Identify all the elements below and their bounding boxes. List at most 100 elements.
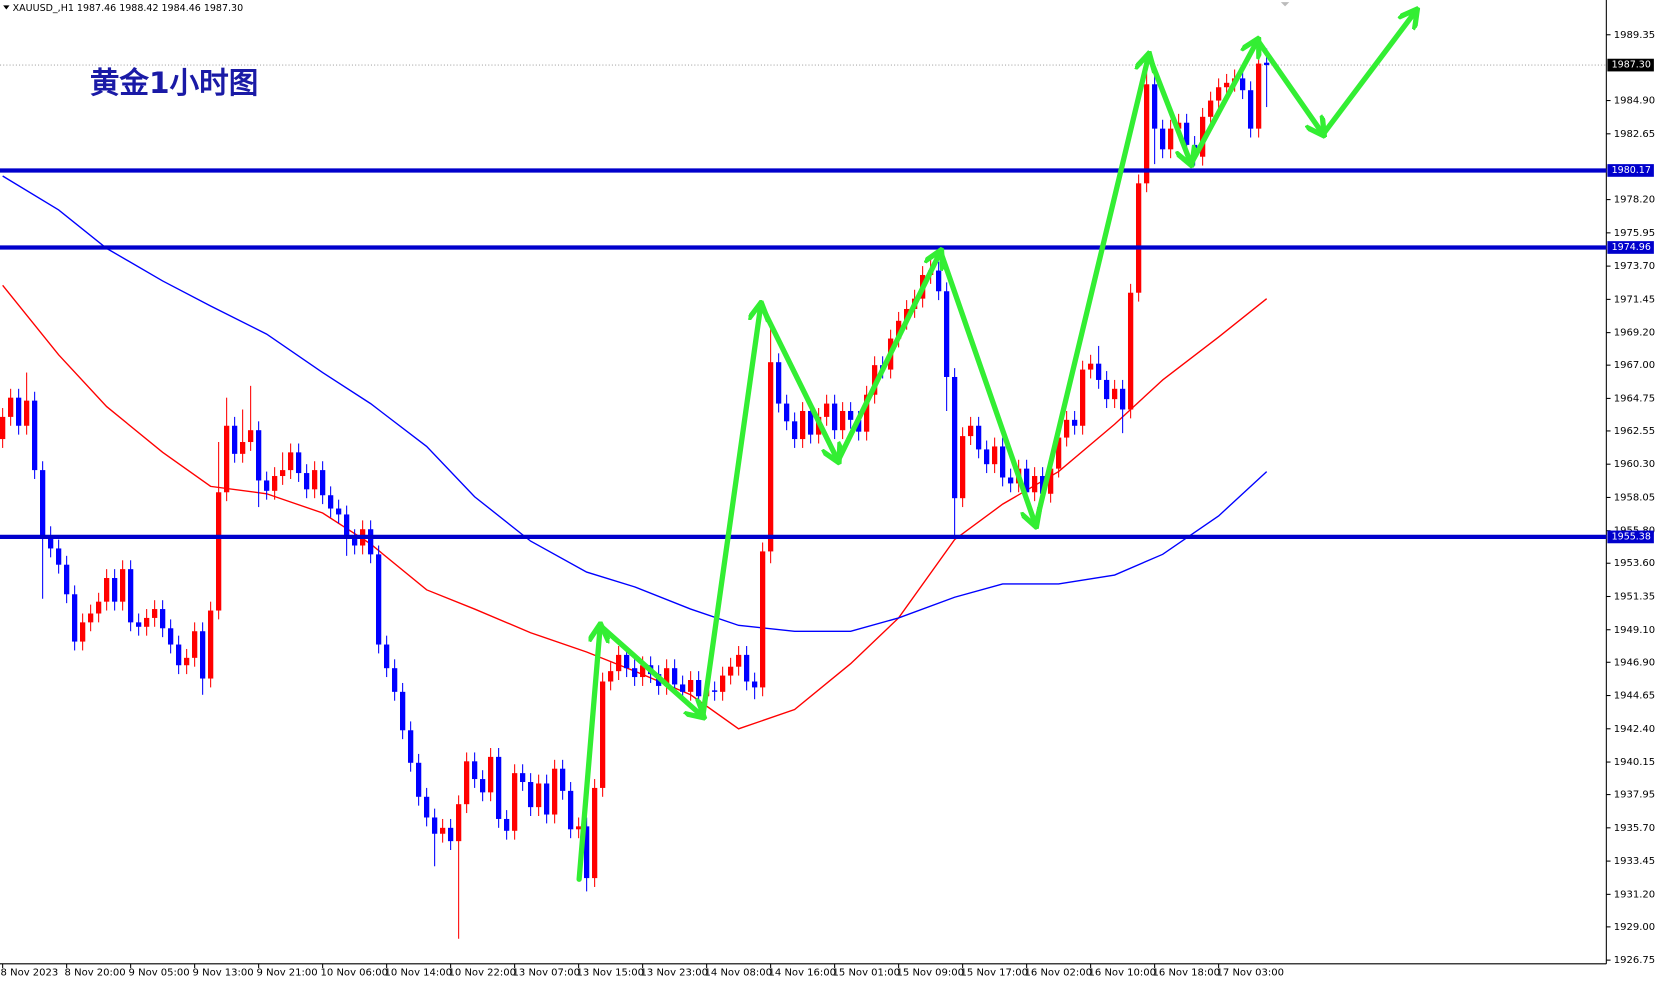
- x-tick-label: 10 Nov 06:00: [321, 967, 389, 978]
- candle-body: [71, 594, 78, 642]
- y-tick-label: 1929.00: [1614, 922, 1655, 933]
- candle-body: [1127, 292, 1134, 410]
- candle-body: [567, 790, 574, 830]
- candle-body: [0, 416, 6, 440]
- candle-body: [391, 668, 398, 692]
- candle-body: [855, 419, 862, 432]
- candle-body: [1143, 84, 1150, 184]
- candle-body: [839, 410, 846, 431]
- candle-body: [807, 410, 814, 435]
- candle-body: [207, 610, 214, 679]
- candle-body: [967, 425, 974, 437]
- candle-body: [7, 397, 14, 417]
- candle-body: [399, 691, 406, 731]
- y-tick-label: 1944.65: [1614, 691, 1655, 702]
- candle-body: [527, 782, 534, 808]
- x-tick-label: 16 Nov 10:00: [1089, 967, 1157, 978]
- candle-body: [783, 403, 790, 422]
- candle-body: [983, 449, 990, 465]
- y-tick-label: 1978.20: [1614, 195, 1655, 206]
- x-tick-label: 8 Nov 2023: [1, 967, 59, 978]
- candle-body: [719, 675, 726, 692]
- candle-body: [423, 796, 430, 818]
- x-tick-label: 15 Nov 01:00: [833, 967, 901, 978]
- candle-body: [1103, 379, 1110, 400]
- candle-body: [55, 548, 62, 565]
- candle-body: [711, 690, 718, 692]
- candle-body: [959, 436, 966, 499]
- candle-body: [487, 756, 494, 793]
- arrow: [835, 252, 941, 464]
- candle-body: [607, 671, 614, 682]
- candle-body: [559, 768, 566, 791]
- candle-body: [735, 654, 742, 667]
- candle-body: [239, 442, 246, 454]
- symbol-icon: [3, 5, 10, 10]
- candle-body: [231, 425, 238, 454]
- candle-body: [271, 476, 278, 491]
- x-tick-label: 17 Nov 03:00: [1217, 967, 1285, 978]
- candle-body: [15, 397, 22, 426]
- chart-title: 黄金1小时图: [90, 66, 258, 100]
- candle-body: [439, 827, 446, 834]
- candle-body: [311, 470, 318, 490]
- last-price-label: 1987.30: [1612, 60, 1651, 71]
- y-tick-label: 1958.05: [1614, 492, 1655, 503]
- arrow: [1188, 40, 1258, 167]
- candle-body: [671, 668, 678, 685]
- candle-body: [287, 452, 294, 471]
- candle-body: [1215, 87, 1222, 101]
- level-label: 1955.38: [1612, 531, 1651, 542]
- candle-body: [831, 403, 838, 431]
- x-tick-label: 15 Nov 09:00: [897, 967, 965, 978]
- y-tick-label: 1935.70: [1614, 823, 1655, 834]
- candle-body: [975, 425, 982, 450]
- y-tick-label: 1967.00: [1614, 360, 1655, 371]
- arrow: [937, 248, 1036, 526]
- candle-body: [1079, 369, 1086, 426]
- candle-body: [951, 376, 958, 499]
- candle-body: [199, 631, 206, 679]
- candle-body: [455, 804, 462, 842]
- y-tick-label: 1973.70: [1614, 261, 1655, 272]
- candle-body: [159, 609, 166, 629]
- candle-body: [943, 291, 950, 377]
- candle-body: [751, 681, 758, 688]
- trend-arrows: [576, 11, 1416, 882]
- candle-body: [383, 644, 390, 669]
- x-tick-label: 14 Nov 16:00: [769, 967, 837, 978]
- candle-body: [223, 425, 230, 493]
- candle-body: [663, 668, 670, 686]
- candle-body: [1095, 363, 1102, 380]
- candle-body: [639, 665, 646, 678]
- candle-body: [687, 680, 694, 692]
- arrow: [700, 304, 761, 720]
- candle-body: [1159, 128, 1166, 150]
- candle-body: [279, 470, 286, 477]
- candle-body: [775, 362, 782, 404]
- x-tick-label: 16 Nov 02:00: [1025, 967, 1093, 978]
- y-tick-label: 1960.30: [1614, 459, 1655, 470]
- candle-body: [1151, 84, 1158, 129]
- arrow: [1320, 11, 1416, 137]
- candle-body: [823, 403, 830, 417]
- candle-body: [263, 480, 270, 491]
- level-label: 1980.17: [1612, 165, 1651, 176]
- x-tick-label: 14 Nov 08:00: [705, 967, 773, 978]
- candle-body: [327, 495, 334, 509]
- y-tick-label: 1933.45: [1614, 856, 1655, 867]
- arrow: [576, 626, 600, 882]
- candle-body: [535, 783, 542, 808]
- arrow: [1033, 55, 1149, 528]
- candle-body: [375, 554, 382, 645]
- candle-body: [759, 551, 766, 688]
- x-tick-label: 8 Nov 20:00: [65, 967, 126, 978]
- candle-body: [1183, 122, 1190, 145]
- candle-body: [615, 654, 622, 672]
- x-tick-label: 13 Nov 07:00: [513, 967, 581, 978]
- candle-body: [1247, 90, 1254, 129]
- candle-body: [351, 538, 358, 546]
